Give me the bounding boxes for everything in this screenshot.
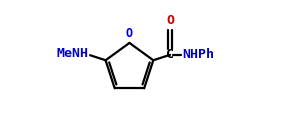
- Text: O: O: [166, 14, 174, 27]
- Text: O: O: [126, 27, 133, 40]
- Text: MeNH: MeNH: [57, 47, 89, 61]
- Text: C: C: [166, 48, 174, 61]
- Text: NHPh: NHPh: [182, 48, 214, 61]
